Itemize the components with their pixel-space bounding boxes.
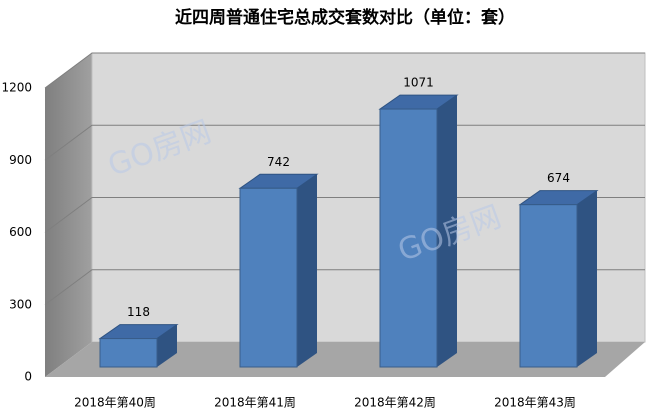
y-tick-label: 1200 — [1, 81, 32, 95]
bar — [98, 324, 179, 368]
y-tick-label: 0 — [24, 370, 32, 384]
bar-side — [297, 174, 317, 367]
grid-line — [44, 197, 645, 233]
value-label: 674 — [547, 171, 570, 185]
bar-front — [99, 338, 158, 368]
chart-title: 近四周普通住宅总成交套数对比（单位：套） — [175, 7, 515, 28]
floor — [45, 342, 645, 377]
bar-side — [437, 95, 457, 367]
value-label: 742 — [267, 155, 290, 169]
value-label: 118 — [127, 305, 150, 319]
bar — [238, 173, 319, 368]
bar-front — [519, 204, 578, 368]
bar — [378, 94, 459, 368]
bar-front — [239, 187, 298, 368]
bar — [518, 190, 599, 368]
grid-line — [44, 269, 645, 306]
x-tick-label: 2018年第43周 — [494, 396, 576, 410]
y-tick-label: 600 — [9, 225, 32, 239]
bar-front — [379, 108, 438, 368]
x-tick-label: 2018年第42周 — [354, 396, 436, 410]
grid-line — [44, 124, 645, 161]
bar-side — [577, 190, 597, 367]
y-tick-label: 300 — [9, 297, 32, 311]
x-tick-label: 2018年第41周 — [214, 396, 296, 410]
y-tick-label: 900 — [9, 153, 32, 167]
value-label: 1071 — [403, 76, 434, 90]
x-tick-label: 2018年第40周 — [74, 396, 156, 410]
grid-line — [44, 52, 645, 89]
